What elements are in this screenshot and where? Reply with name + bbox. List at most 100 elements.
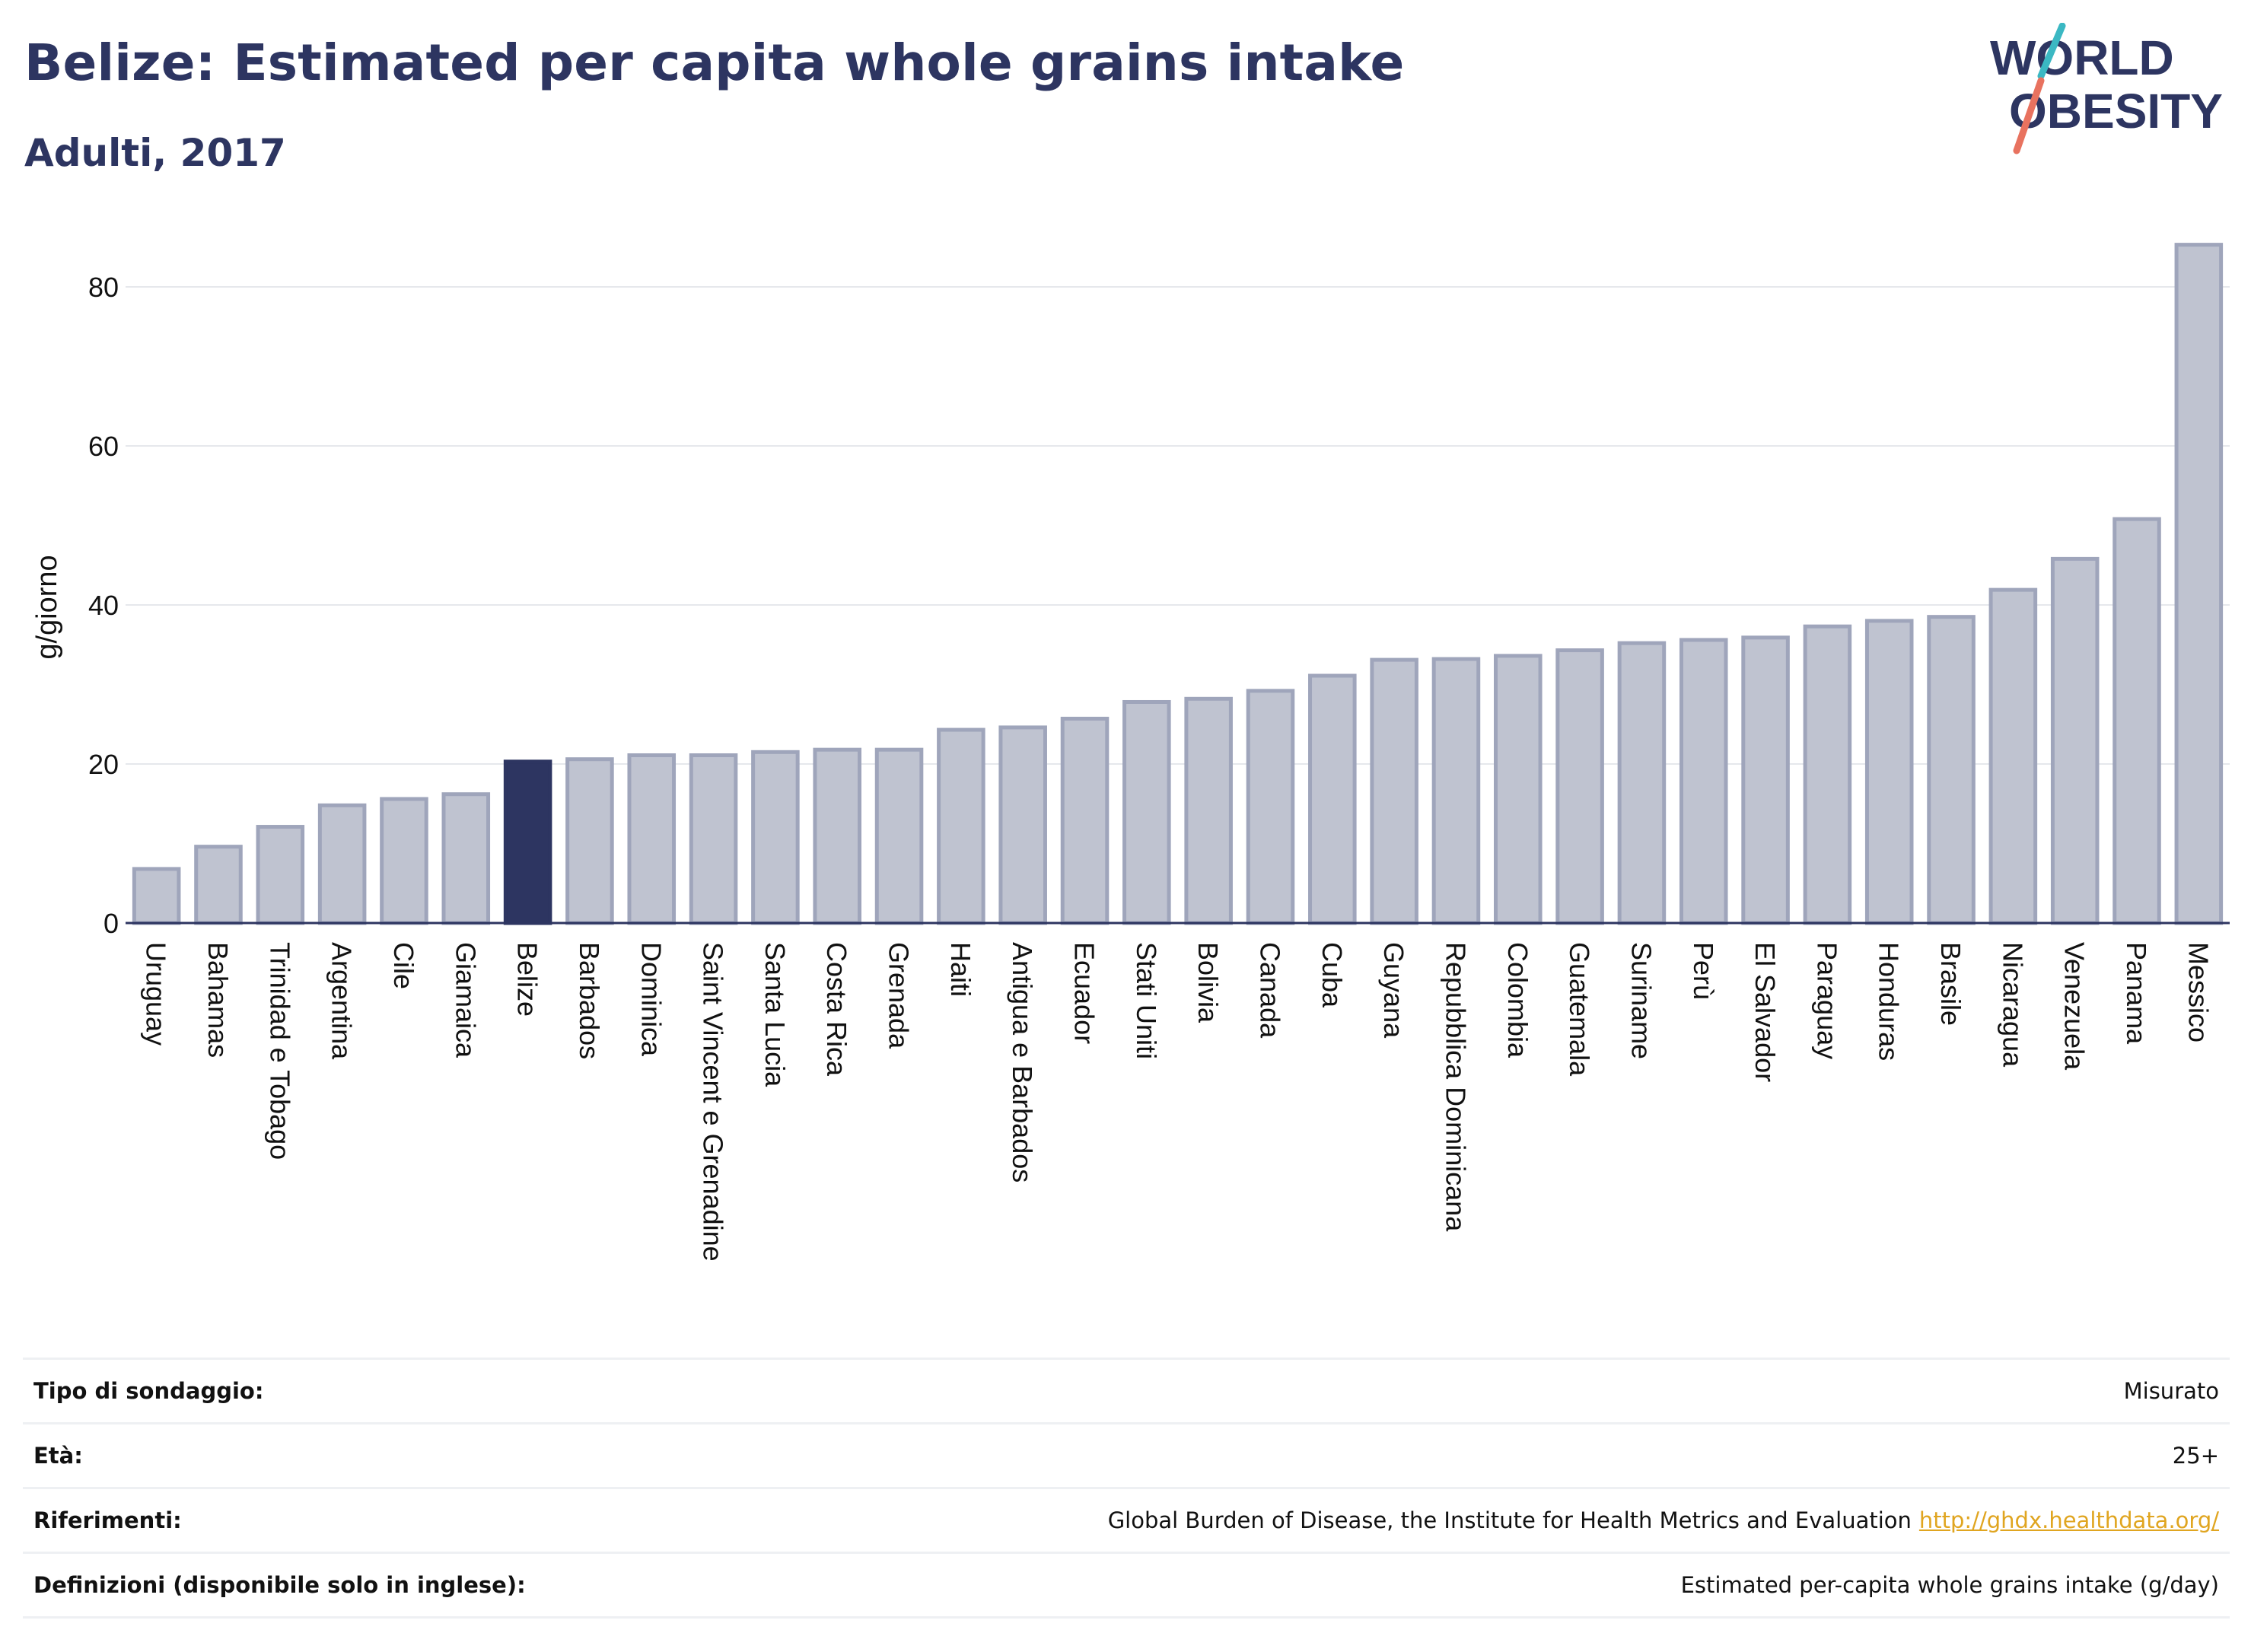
x-tick-label: El Salvador — [1750, 942, 1781, 1082]
bar-grenada[interactable] — [874, 747, 924, 925]
x-tick-label: Barbados — [574, 942, 605, 1059]
bar-barbados[interactable] — [565, 757, 614, 925]
meta-label: Riferimenti: — [33, 1507, 182, 1533]
y-tick-label: 60 — [88, 431, 119, 462]
bar-santa-lucia[interactable] — [751, 750, 800, 925]
grid-lines — [126, 286, 2230, 765]
bar-antigua-e-barbados[interactable] — [998, 725, 1047, 925]
bar-bolivia[interactable] — [1184, 696, 1233, 925]
x-tick-label: Brasile — [1935, 942, 1966, 1026]
x-tick-label: Honduras — [1874, 942, 1905, 1061]
y-tick-label: 0 — [103, 908, 119, 939]
bar-trinidad-e-tobago[interactable] — [256, 825, 305, 925]
x-tick-label: Santa Lucia — [759, 942, 791, 1087]
bar-guatemala[interactable] — [1555, 648, 1604, 925]
y-tick-label: 80 — [88, 272, 119, 303]
x-tick-label: Saint Vincent e Grenadine — [698, 942, 729, 1262]
bar-canada[interactable] — [1246, 689, 1295, 925]
x-tick-label: Ecuador — [1069, 942, 1100, 1044]
bar-ecuador[interactable] — [1060, 716, 1110, 925]
bar-stati-uniti[interactable] — [1122, 699, 1171, 925]
bar-uruguay[interactable] — [132, 867, 181, 925]
bar-el-salvador[interactable] — [1741, 635, 1790, 925]
x-tick-label: Guatemala — [1564, 942, 1595, 1077]
x-tick-label: Argentina — [326, 942, 358, 1060]
meta-row: Definizioni (disponibile solo in inglese… — [23, 1552, 2230, 1619]
y-tick-label: 40 — [88, 590, 119, 621]
meta-value: Estimated per-capita whole grains intake… — [1681, 1572, 2219, 1598]
bar-belize[interactable] — [503, 759, 552, 925]
x-tick-label: Antigua e Barbados — [1007, 942, 1038, 1183]
bar-venezuela[interactable] — [2050, 556, 2100, 925]
meta-row: Tipo di sondaggio: Misurato — [23, 1358, 2230, 1422]
x-tick-label: Perù — [1688, 942, 1719, 1000]
x-tick-label: Dominica — [635, 942, 667, 1057]
x-tick-label: Haiti — [945, 942, 976, 997]
bar-messico[interactable] — [2174, 243, 2224, 925]
x-tick-label: Suriname — [1625, 942, 1657, 1059]
y-axis-label: g/giorno — [31, 555, 63, 659]
meta-row: Età: 25+ — [23, 1422, 2230, 1487]
meta-value: Misurato — [2124, 1378, 2219, 1404]
bar-nicaragua[interactable] — [1988, 587, 2038, 925]
x-tick-label: Trinidad e Tobago — [264, 942, 295, 1160]
x-tick-label: Grenada — [884, 942, 915, 1049]
x-tick-label: Guyana — [1378, 942, 1409, 1039]
bar-bahamas[interactable] — [194, 845, 243, 925]
bar-suriname[interactable] — [1617, 641, 1667, 925]
bar-cile[interactable] — [380, 797, 428, 925]
bars — [132, 243, 2224, 925]
meta-value: 25+ — [2173, 1443, 2219, 1469]
bar-dominica[interactable] — [627, 753, 677, 925]
meta-value: Global Burden of Disease, the Institute … — [1108, 1507, 2219, 1533]
x-tick-label: Nicaragua — [1997, 942, 2028, 1068]
y-tick-labels: 0 20 40 60 80 — [88, 272, 119, 939]
logo-slash-teal — [2037, 23, 2066, 80]
bar-panama[interactable] — [2113, 517, 2161, 925]
meta-value-text: 25+ — [2172, 1443, 2219, 1469]
meta-value-text: Misurato — [2123, 1378, 2219, 1404]
x-tick-label: Colombia — [1502, 942, 1533, 1058]
chart-subtitle: Adulti, 2017 — [24, 131, 286, 175]
x-tick-labels: Uruguay Bahamas Trinidad e Tobago Argentina… — [141, 942, 2214, 1262]
bar-saint-vincent-e-grenadine[interactable] — [689, 753, 738, 925]
x-tick-label: Stati Uniti — [1131, 942, 1162, 1059]
bar-haiti[interactable] — [937, 727, 985, 925]
metadata-table: Tipo di sondaggio: Misurato Età: 25+ Riferim… — [23, 1358, 2230, 1619]
bar-costa-rica[interactable] — [813, 747, 861, 925]
chart-title: Belize: Estimated per capita whole grain… — [24, 33, 1405, 92]
x-tick-label: Venezuela — [2059, 942, 2090, 1071]
meta-row: Riferimenti: Global Burden of Disease, th… — [23, 1487, 2230, 1552]
x-tick-label: Paraguay — [1811, 942, 1842, 1059]
bar-cuba[interactable] — [1308, 673, 1357, 925]
bar-colombia[interactable] — [1494, 654, 1543, 925]
bar-argentina[interactable] — [317, 803, 367, 925]
bar-chart: 0 20 40 60 80 Uruguay Bahamas Trinidad e Tobag… — [31, 243, 2230, 1262]
x-tick-label: Canada — [1254, 942, 1285, 1039]
bar-repubblica-dominicana[interactable] — [1431, 657, 1481, 925]
meta-value-text: Global Burden of Disease, the Institute … — [1107, 1507, 1912, 1533]
x-tick-label: Messico — [2183, 942, 2214, 1042]
meta-value-text: Estimated per-capita whole grains intake… — [1680, 1572, 2219, 1598]
logo-slash-coral — [2013, 77, 2045, 154]
bar-paraguay[interactable] — [1803, 624, 1852, 925]
world-obesity-logo: WORLD OBESITY — [1990, 23, 2223, 154]
x-tick-label: Costa Rica — [821, 942, 852, 1077]
logo-line2: OBESITY — [2009, 84, 2223, 138]
x-tick-label: Repubblica Dominicana — [1440, 942, 1471, 1232]
bar-brasile[interactable] — [1927, 615, 1976, 925]
logo-line1: WORLD — [1990, 30, 2174, 85]
x-tick-label: Belize — [512, 942, 543, 1017]
bar-honduras[interactable] — [1864, 619, 1914, 925]
reference-link[interactable]: http://ghdx.healthdata.org/ — [1918, 1507, 2219, 1533]
meta-label: Definizioni (disponibile solo in inglese… — [33, 1572, 526, 1598]
y-tick-label: 20 — [88, 749, 119, 780]
bar-giamaica[interactable] — [441, 792, 491, 925]
x-tick-label: Bolivia — [1192, 942, 1224, 1023]
bar-per-[interactable] — [1679, 638, 1728, 925]
x-tick-label: Cuba — [1317, 942, 1348, 1008]
x-tick-label: Cile — [388, 942, 419, 989]
bar-guyana[interactable] — [1370, 657, 1418, 925]
meta-label: Tipo di sondaggio: — [33, 1378, 264, 1404]
x-tick-label: Panama — [2121, 942, 2152, 1045]
